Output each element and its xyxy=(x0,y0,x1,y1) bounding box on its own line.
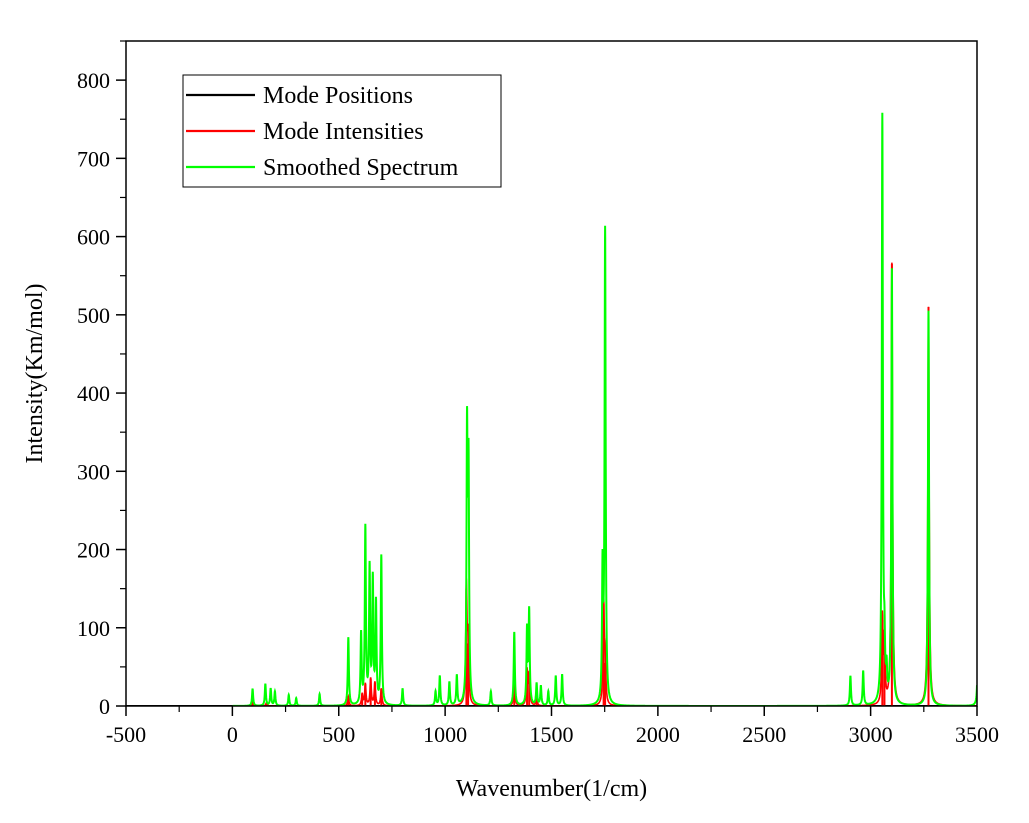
series-smoothed-spectrum xyxy=(232,112,977,706)
y-tick-label: 200 xyxy=(77,538,110,563)
y-tick-label: 700 xyxy=(77,146,110,171)
x-tick-label: 3500 xyxy=(955,722,999,747)
legend: Mode Positions Mode Intensities Smoothed S… xyxy=(182,74,502,188)
x-axis-label: Wavenumber(1/cm) xyxy=(456,776,647,802)
x-tick-label: 1000 xyxy=(423,722,467,747)
legend-label: Mode Intensities xyxy=(263,119,424,145)
plot-series-group xyxy=(126,112,977,706)
x-tick-label: -500 xyxy=(106,722,146,747)
y-tick-label: 400 xyxy=(77,381,110,406)
y-tick-label: 300 xyxy=(77,459,110,484)
legend-label: Smoothed Spectrum xyxy=(263,155,459,181)
y-tick-label: 0 xyxy=(99,694,110,719)
y-tick-label: 500 xyxy=(77,303,110,328)
x-tick-label: 2500 xyxy=(742,722,786,747)
y-tick-label: 800 xyxy=(77,68,110,93)
x-tick-label: 0 xyxy=(227,722,238,747)
legend-label: Mode Positions xyxy=(263,83,413,109)
y-axis-label: Intensity(Km/mol) xyxy=(22,284,48,464)
y-axis-ticks: 0 100 200 300 400 500 600 700 800 xyxy=(77,40,126,719)
y-tick-label: 600 xyxy=(77,225,110,250)
x-tick-label: 1500 xyxy=(530,722,574,747)
x-tick-label: 500 xyxy=(322,722,355,747)
x-tick-label: 2000 xyxy=(636,722,680,747)
x-tick-label: 3000 xyxy=(849,722,893,747)
y-tick-label: 100 xyxy=(77,616,110,641)
x-axis-ticks: -500 0 500 1000 1500 2000 2500 3000 3500 xyxy=(106,706,999,747)
